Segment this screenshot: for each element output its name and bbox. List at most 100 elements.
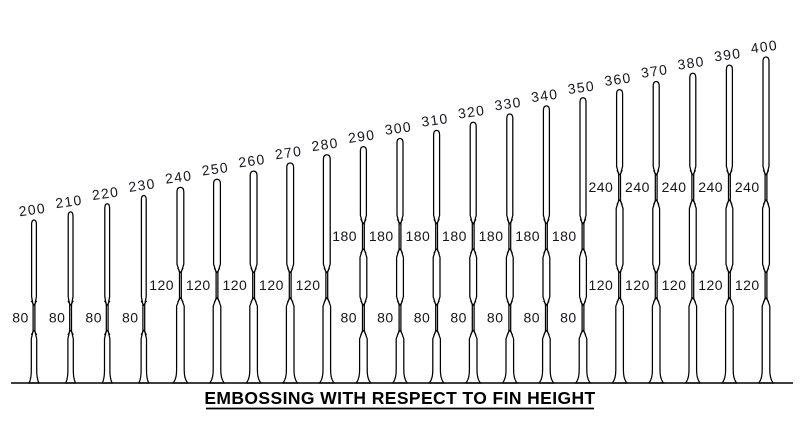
embossing-height-label: 120 (186, 277, 211, 293)
embossing-height-label: 180 (332, 228, 357, 244)
neck-lower-tip (543, 329, 550, 336)
embossing-height-label: 120 (149, 277, 174, 293)
embossing-height-label: 80 (487, 310, 504, 326)
fin-height-label: 350 (567, 77, 596, 97)
neck-lower-tip (689, 199, 697, 205)
neck-lower-tip (213, 296, 221, 303)
fin-380: 120 240 380 (662, 53, 706, 384)
fin-outline (647, 80, 665, 384)
fin-260: 120 260 (222, 151, 267, 384)
neck-upper-tip (506, 219, 514, 225)
neck-upper-tip (616, 170, 623, 176)
embossing-height-label: 240 (698, 179, 723, 195)
neck-lower-tip (543, 247, 550, 254)
neck-lower-tip (652, 296, 660, 303)
embossing-height-label: 240 (625, 179, 650, 195)
neck-upper-tip (689, 267, 697, 274)
fin-290: 80 180 290 (332, 126, 376, 384)
neck-lower-tip (579, 329, 587, 336)
embossing-height-label: 120 (296, 277, 321, 293)
fin-270: 120 270 (259, 143, 303, 384)
neck-lower-tip (433, 329, 440, 336)
embossing-height-label: 180 (479, 228, 504, 244)
fin-outline (101, 203, 114, 384)
neck-upper-tip (726, 267, 733, 274)
neck-lower-tip (616, 296, 623, 303)
fin-360: 120 240 360 (588, 69, 633, 384)
neck-lower-tip (726, 199, 733, 205)
embossing-height-label: 180 (405, 228, 430, 244)
fin-350: 80 180 350 (552, 77, 596, 384)
embossing-height-label: 120 (735, 277, 760, 293)
neck-lower-tip (689, 296, 697, 303)
fin-height-label: 250 (201, 159, 230, 179)
fin-outline (64, 211, 77, 384)
neck-lower-tip (762, 199, 770, 205)
embossing-height-label: 120 (662, 277, 687, 293)
embossing-height-label: 120 (588, 277, 613, 293)
fin-320: 80 180 320 (442, 102, 486, 384)
neck-lower-tip (469, 329, 477, 336)
neck-upper-tip (652, 267, 660, 274)
fin-height-label: 380 (676, 53, 705, 73)
fin-outline (610, 88, 629, 384)
fin-220: 80 220 (85, 183, 120, 384)
neck-lower-tip (140, 329, 148, 336)
fin-height-label: 270 (274, 143, 303, 163)
neck-upper-tip (543, 219, 550, 225)
neck-upper-tip (652, 170, 660, 176)
embossing-height-label: 80 (49, 310, 66, 326)
neck-upper-tip (433, 219, 440, 225)
fin-outline (244, 170, 263, 384)
embossing-height-label: 120 (222, 277, 247, 293)
neck-upper-tip (469, 300, 477, 307)
neck-upper-tip (469, 219, 477, 225)
embossing-height-label: 120 (698, 277, 723, 293)
neck-lower-tip (103, 329, 111, 336)
fin-height-label: 310 (420, 110, 449, 130)
fin-height-label: 200 (18, 200, 47, 220)
fin-height-label: 370 (640, 61, 669, 81)
fin-height-label: 330 (493, 94, 522, 114)
embossing-height-label: 240 (662, 179, 687, 195)
neck-lower-tip (67, 329, 74, 336)
embossing-height-label: 80 (524, 310, 541, 326)
neck-upper-tip (396, 219, 404, 225)
neck-upper-tip (543, 300, 550, 307)
embossing-height-label: 80 (560, 310, 577, 326)
fin-height-label: 210 (54, 192, 83, 212)
embossing-height-label: 120 (259, 277, 284, 293)
neck-upper-tip (579, 219, 587, 225)
neck-upper-tip (67, 300, 74, 307)
embossing-height-label: 180 (552, 228, 577, 244)
neck-lower-tip (469, 247, 477, 254)
neck-lower-tip (250, 296, 257, 303)
fin-210: 80 210 (49, 192, 84, 384)
neck-upper-tip (360, 219, 367, 225)
neck-upper-tip (140, 300, 148, 307)
neck-lower-tip (396, 329, 404, 336)
neck-upper-tip (433, 300, 440, 307)
fin-height-label: 280 (310, 135, 339, 155)
neck-upper-tip (506, 300, 514, 307)
neck-upper-tip (286, 267, 294, 274)
fin-250: 120 250 (186, 159, 230, 384)
embossing-height-label: 80 (450, 310, 467, 326)
neck-upper-tip (762, 267, 770, 274)
neck-lower-tip (616, 199, 623, 205)
neck-upper-tip (726, 170, 733, 176)
neck-upper-tip (30, 300, 38, 307)
fin-height-label: 220 (91, 183, 120, 203)
embossing-height-label: 80 (377, 310, 394, 326)
embossing-height-label: 180 (515, 228, 540, 244)
fin-height-label: 260 (237, 151, 266, 171)
neck-lower-tip (323, 296, 331, 303)
fin-370: 120 240 370 (625, 61, 669, 384)
neck-upper-tip (762, 170, 770, 176)
fin-height-label: 300 (384, 118, 413, 138)
fin-outline (171, 186, 190, 384)
neck-lower-tip (30, 329, 38, 336)
fin-outline (757, 56, 775, 384)
neck-upper-tip (213, 267, 221, 274)
